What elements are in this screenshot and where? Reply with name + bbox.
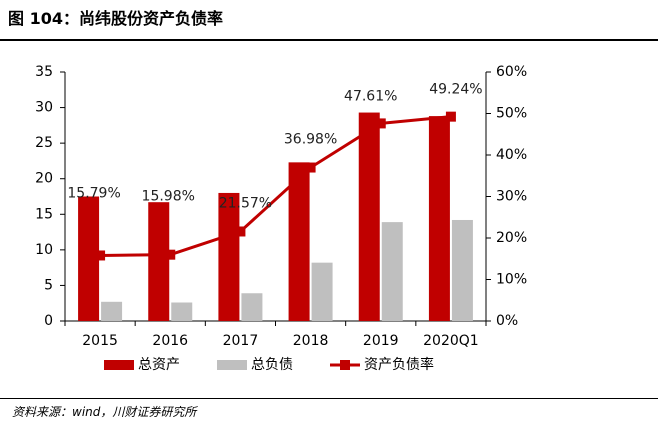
x-tick-label: 2016 [152, 333, 188, 349]
bar-total-liabilities-2016 [171, 302, 193, 321]
bar-total-assets-2015 [78, 196, 100, 321]
y-right-tick-label: 50% [496, 106, 527, 122]
ratio-data-label-2015: 15.79% [67, 185, 120, 201]
ratio-marker-2018 [305, 162, 316, 173]
ratio-marker-2015 [95, 250, 106, 261]
legend-marker-ratio [340, 360, 350, 370]
x-tick-label: 2018 [293, 333, 329, 349]
ratio-data-label-2019: 47.61% [344, 88, 397, 104]
x-tick-label: 2020Q1 [423, 333, 479, 349]
bar-total-liabilities-2019 [381, 222, 403, 321]
ratio-data-label-2017: 21.57% [219, 195, 272, 211]
y-right-tick-label: 20% [496, 230, 527, 246]
y-left-tick-label: 30 [35, 100, 53, 116]
combo-chart: 0 5 10 15 20 25 30 35 0% 10% 20% 30% 40% 50% 60% 2015 20… [35, 64, 527, 373]
bar-total-assets-2019 [358, 112, 380, 322]
ratio-data-label-2020q1: 49.24% [429, 82, 482, 98]
legend-label-total-assets: 总资产 [138, 357, 180, 373]
y-left-tick-label: 35 [35, 64, 53, 80]
source-divider [0, 398, 658, 399]
ratio-marker-2019 [375, 118, 386, 129]
y-left-tick-label: 5 [44, 277, 53, 293]
bar-total-liabilities-2020q1 [451, 219, 473, 321]
figure-source: 资料来源：wind，川财证券研究所 [12, 405, 197, 419]
ratio-marker-2020q1 [445, 111, 456, 122]
title-divider [0, 39, 658, 41]
ratio-data-label-2016: 15.98% [142, 189, 195, 205]
figure-title: 图 104：尚纬股份资产负债率 [8, 9, 223, 28]
bar-total-assets-2018 [288, 162, 310, 321]
bar-total-assets-2017 [218, 192, 240, 321]
bar-total-liabilities-2015 [101, 301, 123, 321]
bar-total-assets-2020q1 [428, 116, 450, 321]
y-right-tick-label: 0% [496, 313, 518, 329]
legend-label-ratio: 资产负债率 [364, 356, 434, 373]
legend-swatch-total-assets [104, 360, 134, 370]
y-left-tick-label: 10 [35, 242, 53, 258]
ratio-line [100, 115, 452, 257]
y-right-tick-label: 60% [496, 64, 527, 80]
x-tick-label: 2019 [363, 333, 399, 349]
y-left-tick-label: 0 [44, 313, 53, 329]
y-left-tick-label: 20 [35, 171, 53, 187]
legend-swatch-total-liabilities [217, 360, 247, 370]
x-tick-label: 2017 [223, 333, 259, 349]
bar-total-assets-2016 [148, 202, 170, 321]
x-tick-label: 2015 [82, 333, 118, 349]
ratio-marker-2017 [235, 226, 246, 237]
y-right-tick-label: 40% [496, 147, 527, 163]
legend-label-total-liabilities: 总负债 [251, 357, 293, 373]
y-right-tick-label: 10% [496, 272, 527, 288]
y-left-tick-label: 25 [35, 135, 53, 151]
y-right-tick-label: 30% [496, 189, 527, 205]
ratio-data-label-2018: 36.98% [284, 132, 337, 148]
ratio-marker-2016 [165, 249, 176, 260]
bar-total-liabilities-2017 [241, 293, 263, 321]
bar-total-liabilities-2018 [311, 262, 333, 321]
y-left-tick-label: 15 [35, 206, 53, 222]
